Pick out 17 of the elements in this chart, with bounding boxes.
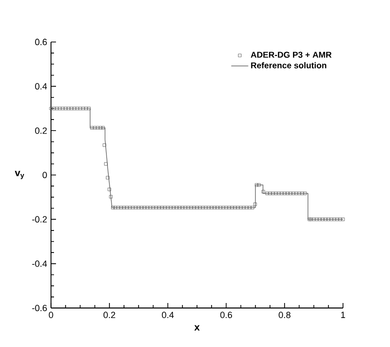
y-tick-label: -0.6 [32, 304, 47, 312]
y-tick-label: 0.6 [35, 38, 47, 46]
y-tick-label: 0 [42, 172, 47, 178]
x-axis-title: x [194, 325, 200, 330]
y-tick-label: -0.2 [32, 216, 47, 223]
legend-label: ADER-DG P3 + AMR [250, 52, 332, 58]
y-tick-label: -0.4 [32, 260, 47, 267]
y-tick-label: 0.4 [35, 83, 47, 90]
x-tick-label: 1 [341, 312, 346, 318]
x-tick-label: 0.2 [104, 312, 116, 318]
x-tick-label: 0.6 [220, 312, 232, 318]
x-tick-label: 0.4 [162, 312, 174, 318]
y-tick-label: 0.2 [35, 127, 47, 134]
y-axis-title: v$_{y}$ [14, 170, 24, 180]
legend-label: Reference solution [251, 62, 326, 68]
x-tick-label: 0.8 [278, 312, 290, 318]
x-tick-label: 0 [48, 312, 54, 318]
